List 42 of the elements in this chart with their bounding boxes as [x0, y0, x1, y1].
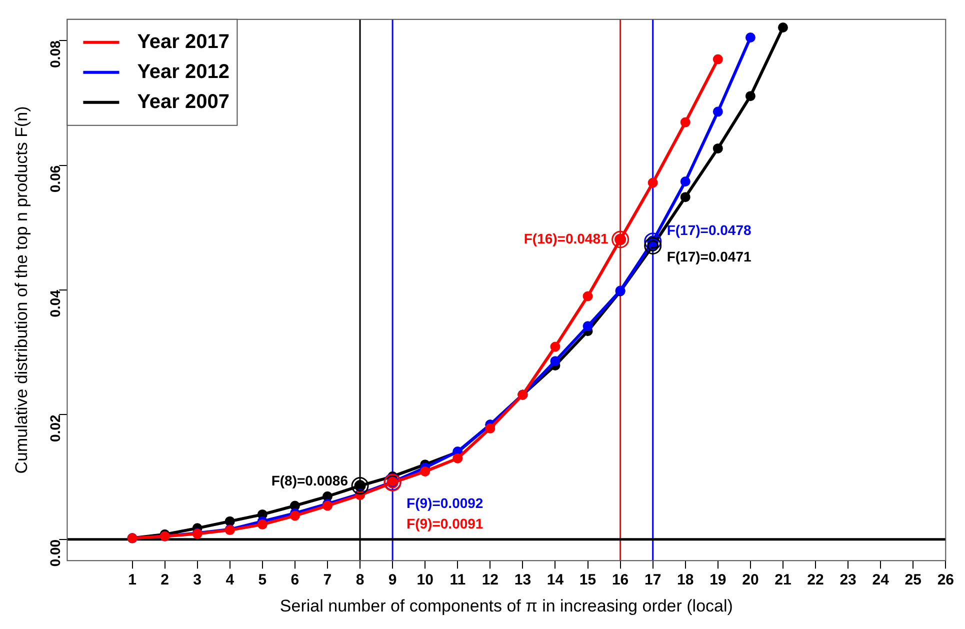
y-tick-label: 0.08: [47, 40, 64, 68]
x-tick-label: 13: [514, 572, 532, 589]
x-tick-label: 14: [546, 572, 564, 589]
x-tick-label: 2: [160, 572, 169, 589]
annotation: F(16)=0.0481: [524, 230, 609, 246]
x-tick-label: 24: [872, 572, 890, 589]
x-tick-label: 5: [258, 572, 267, 589]
x-tick-label: 7: [323, 572, 332, 589]
x-tick-label: 10: [416, 572, 434, 589]
x-tick-label: 6: [290, 572, 300, 589]
legend-label: Year 2007: [137, 90, 230, 113]
x-tick-label: 17: [644, 572, 662, 589]
x-tick-label: 21: [774, 572, 792, 589]
x-tick-label: 18: [677, 572, 694, 589]
x-tick-label: 9: [388, 572, 397, 589]
annotation: F(9)=0.0091: [406, 516, 484, 532]
x-axis-title: Serial number of components of π in increasing order (local): [280, 596, 733, 616]
y-tick-label: 0.04: [47, 290, 64, 318]
legend-label: Year 2012: [137, 60, 230, 83]
x-tick-label: 15: [579, 572, 596, 589]
x-tick-label: 8: [356, 572, 364, 589]
x-tick-label: 1: [128, 572, 136, 589]
x-tick-label: 22: [807, 572, 824, 589]
x-tick-label: 12: [482, 572, 499, 589]
x-tick-label: 25: [904, 572, 922, 589]
x-tick-label: 23: [840, 572, 856, 589]
y-axis-title: Cumulative distribution of the top n products F(n): [12, 106, 31, 474]
x-tick-label: 26: [937, 572, 954, 589]
x-tick-label: 11: [450, 572, 466, 589]
x-tick-label: 4: [226, 572, 235, 589]
annotation: F(9)=0.0092: [406, 494, 484, 511]
annotation: F(17)=0.0471: [666, 248, 752, 265]
x-tick-label: 16: [612, 572, 629, 589]
y-tick-label: 0.02: [47, 414, 64, 442]
legend-label: Year 2017: [137, 30, 230, 53]
y-tick-label: 0.06: [47, 165, 64, 193]
x-tick-label: 19: [710, 572, 726, 589]
annotation: F(17)=0.0478: [666, 222, 752, 238]
x-tick-label: 3: [193, 572, 202, 589]
x-tick-label: 20: [742, 572, 759, 589]
annotation: F(8)=0.0086: [271, 472, 348, 489]
y-tick-label: 0.00: [47, 539, 64, 567]
